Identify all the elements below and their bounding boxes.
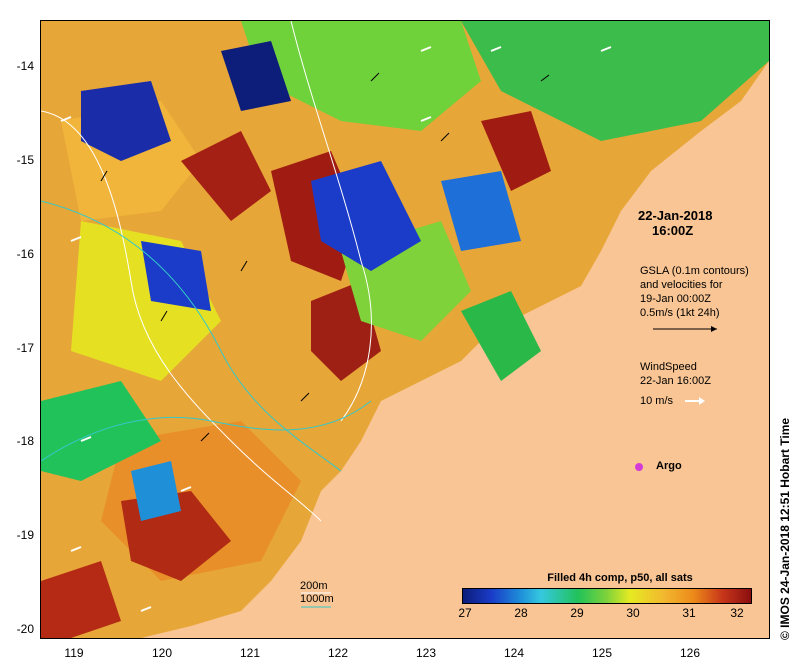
colorbar-tick: 30 xyxy=(626,606,640,620)
gsla-line: GSLA (0.1m contours) xyxy=(640,265,749,277)
x-tick-label: 123 xyxy=(415,646,437,660)
y-tick-label: -17 xyxy=(16,341,34,355)
argo-label: Argo xyxy=(656,460,682,472)
y-tick-label: -19 xyxy=(16,528,34,542)
sst-map[interactable] xyxy=(40,20,770,639)
contour-200m xyxy=(41,110,322,522)
y-tick-label: -18 xyxy=(16,434,34,448)
y-tick-label: -20 xyxy=(16,622,34,636)
y-tick-label: -16 xyxy=(16,247,34,261)
colorbar-tick: 31 xyxy=(682,606,696,620)
contour-1000m xyxy=(41,200,342,472)
x-tick-label: 119 xyxy=(64,646,84,660)
map-datetime: 22-Jan-2018 16:00Z xyxy=(638,208,712,238)
wind-scale-label: 10 m/s xyxy=(640,395,674,407)
map-time: 16:00Z xyxy=(652,223,694,238)
x-tick-label: 120 xyxy=(151,646,173,660)
gsla-annotation: GSLA (0.1m contours) and velocities for … xyxy=(640,264,749,320)
sst-field xyxy=(41,21,769,638)
argo-float-marker xyxy=(635,463,643,471)
wind-line: 22-Jan 16:00Z xyxy=(640,375,711,387)
imos-credit: © IMOS 24-Jan-2018 12:51 Hobart Time xyxy=(778,417,792,640)
x-tick-label: 124 xyxy=(503,646,525,660)
y-tick-label: -15 xyxy=(16,153,34,167)
temperature-colorbar xyxy=(462,588,752,604)
contour-legend: 200m 1000m xyxy=(300,580,334,606)
colorbar-tick: 27 xyxy=(458,606,472,620)
y-tick-label: -14 xyxy=(16,59,34,73)
x-tick-label: 125 xyxy=(591,646,613,660)
x-tick-label: 126 xyxy=(679,646,701,660)
colorbar-title: Filled 4h comp, p50, all sats xyxy=(547,572,693,584)
gsla-line: and velocities for xyxy=(640,279,723,291)
contour-legend-label: 1000m xyxy=(300,593,334,605)
wind-arrows xyxy=(60,46,612,612)
contour-200m xyxy=(290,21,372,422)
wind-annotation: WindSpeed 22-Jan 16:00Z xyxy=(640,360,711,388)
velocity-arrows xyxy=(100,72,550,442)
wind-line: WindSpeed xyxy=(640,361,697,373)
x-tick-label: 121 xyxy=(239,646,261,660)
colorbar-tick: 28 xyxy=(514,606,528,620)
contour-1000m xyxy=(41,400,372,462)
colorbar-tick: 29 xyxy=(570,606,584,620)
x-tick-label: 122 xyxy=(327,646,349,660)
map-date: 22-Jan-2018 xyxy=(638,208,713,223)
gsla-line: 19-Jan 00:00Z xyxy=(640,293,711,305)
colorbar-tick: 32 xyxy=(730,606,744,620)
contour-legend-label: 200m xyxy=(300,580,328,592)
gsla-line: 0.5m/s (1kt 24h) xyxy=(640,307,720,319)
